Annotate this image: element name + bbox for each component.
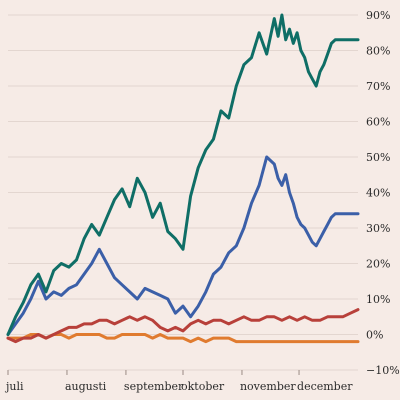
- x-tick-label: oktober: [181, 380, 225, 393]
- series-line-1: [6, 155, 360, 336]
- y-tick-label: 10%: [366, 293, 390, 306]
- y-tick-label: 20%: [366, 258, 390, 271]
- x-tick-label: november: [240, 380, 296, 393]
- y-tick-label: 70%: [366, 80, 390, 93]
- y-tick-label: 50%: [366, 151, 390, 164]
- y-tick-label: 60%: [366, 116, 390, 129]
- x-tick-label: september: [124, 380, 184, 393]
- y-axis-labels: −10% 0% 10% 20% 30% 40% 50% 60% 70% 80% 90%: [366, 9, 400, 377]
- y-tick-label: 90%: [366, 9, 390, 22]
- y-tick-label: 40%: [366, 187, 390, 200]
- y-tick-label: 30%: [366, 222, 390, 235]
- series-line-3: [6, 333, 360, 344]
- x-tick-label: december: [297, 380, 353, 393]
- y-tick-label: 0%: [366, 329, 383, 342]
- series-line-2: [6, 308, 360, 344]
- x-tick-label: augusti: [65, 380, 107, 393]
- y-tick-label: −10%: [366, 364, 400, 377]
- y-tick-label: 80%: [366, 45, 390, 58]
- series-group: [6, 13, 360, 344]
- x-tick-label: juli: [4, 380, 24, 393]
- series-line-0: [6, 13, 360, 336]
